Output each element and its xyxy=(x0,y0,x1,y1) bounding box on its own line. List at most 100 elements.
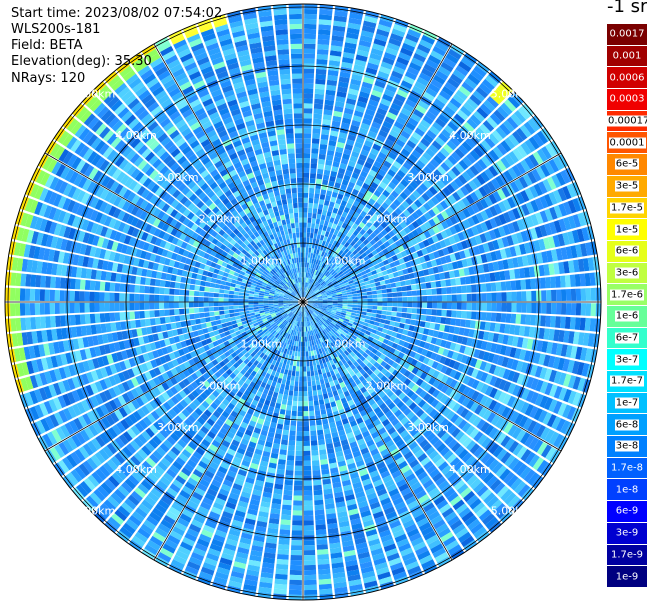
range-gate xyxy=(165,389,174,398)
range-gate xyxy=(340,200,347,207)
range-gate xyxy=(432,472,443,483)
range-gate xyxy=(289,312,293,317)
range-gate xyxy=(471,293,477,302)
range-gate xyxy=(311,243,316,249)
range-gate xyxy=(287,339,291,345)
range-gate xyxy=(462,386,471,396)
range-gate xyxy=(316,294,322,297)
range-gate xyxy=(265,477,275,484)
range-gate xyxy=(324,498,335,505)
range-gate xyxy=(387,306,393,311)
range-gate xyxy=(293,309,297,314)
range-gate xyxy=(335,312,341,317)
range-gate xyxy=(266,472,276,479)
range-gate xyxy=(403,234,411,242)
range-gate xyxy=(219,427,228,435)
range-gate xyxy=(317,260,321,266)
range-gate xyxy=(475,223,484,234)
range-gate xyxy=(310,253,314,259)
range-gate xyxy=(561,289,567,301)
range-gate xyxy=(365,10,379,19)
range-gate xyxy=(438,113,450,124)
range-gate xyxy=(382,338,390,345)
range-gate xyxy=(453,326,460,335)
range-gate xyxy=(336,141,345,149)
range-gate xyxy=(304,306,306,312)
range-gate xyxy=(313,350,317,356)
range-gate xyxy=(285,470,294,476)
range-gate xyxy=(196,341,203,348)
range-gate xyxy=(414,81,427,91)
range-gate xyxy=(430,316,437,323)
range-gate xyxy=(320,459,328,465)
range-gate xyxy=(342,320,349,325)
range-gate xyxy=(373,160,382,169)
range-gate xyxy=(313,198,319,204)
range-gate xyxy=(190,473,201,483)
range-gate xyxy=(168,408,178,418)
range-gate xyxy=(416,173,426,183)
range-gate xyxy=(347,339,353,345)
range-gate xyxy=(374,80,386,89)
range-gate xyxy=(526,302,532,313)
range-gate xyxy=(310,227,315,234)
range-gate xyxy=(453,233,461,243)
range-gate xyxy=(315,359,320,366)
range-gate xyxy=(301,326,303,332)
range-gate xyxy=(446,310,452,317)
range-gate xyxy=(108,475,120,488)
range-gate xyxy=(433,169,443,179)
range-gate xyxy=(247,564,260,572)
range-gate xyxy=(244,579,258,587)
range-gate xyxy=(240,421,248,429)
range-gate xyxy=(321,256,326,263)
range-gate xyxy=(157,394,166,404)
range-gate xyxy=(430,281,437,288)
range-gate xyxy=(420,475,431,485)
range-gate xyxy=(252,489,262,497)
range-gate xyxy=(40,418,51,432)
range-gate xyxy=(299,376,303,382)
range-gate xyxy=(246,446,255,453)
range-gate xyxy=(332,294,338,298)
range-gate xyxy=(392,65,406,75)
range-gate xyxy=(303,267,305,273)
range-gate xyxy=(527,472,540,486)
range-gate xyxy=(294,320,297,326)
range-gate xyxy=(312,302,318,304)
range-gate xyxy=(378,444,387,453)
range-gate xyxy=(288,594,302,600)
range-gate xyxy=(398,542,412,552)
range-gate xyxy=(198,533,212,543)
range-gate xyxy=(304,306,306,312)
range-gate xyxy=(546,341,553,354)
range-gate xyxy=(299,306,302,312)
range-gate xyxy=(436,223,445,232)
range-gate xyxy=(357,343,364,349)
range-gate xyxy=(303,435,310,442)
range-gate xyxy=(448,400,457,410)
range-gate xyxy=(100,367,108,378)
range-gate xyxy=(370,48,384,57)
range-gate xyxy=(507,167,518,180)
range-gate xyxy=(275,428,283,435)
range-gate xyxy=(334,591,349,599)
range-gate xyxy=(157,499,170,510)
range-gate xyxy=(184,532,197,542)
range-gate xyxy=(312,304,318,306)
range-gate xyxy=(441,287,447,295)
range-gate xyxy=(332,272,338,277)
range-gate xyxy=(292,525,303,531)
range-gate xyxy=(352,481,363,489)
range-gate xyxy=(377,225,384,232)
range-gate xyxy=(270,452,279,459)
range-gate xyxy=(386,111,397,121)
range-gate xyxy=(162,543,176,554)
range-gate xyxy=(292,365,296,372)
range-gate xyxy=(354,141,363,149)
range-gate xyxy=(192,491,203,501)
range-gate xyxy=(208,511,221,520)
range-gate xyxy=(348,209,355,216)
range-gate xyxy=(376,410,385,419)
range-gate xyxy=(309,268,312,274)
